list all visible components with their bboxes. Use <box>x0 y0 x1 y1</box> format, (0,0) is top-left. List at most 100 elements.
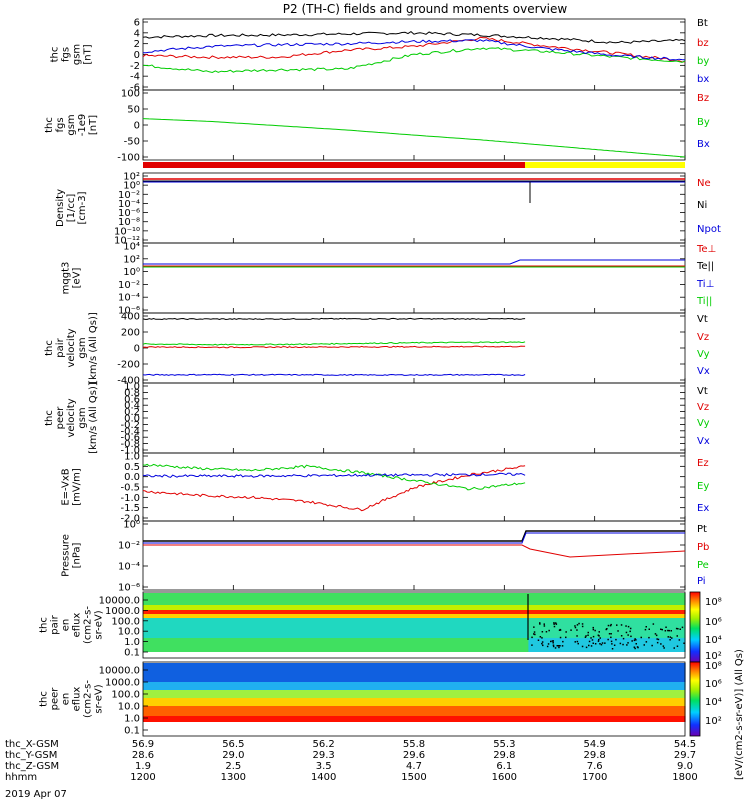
spectro-cell <box>564 663 572 682</box>
spectro-cell <box>648 614 656 618</box>
spectro-cell <box>606 614 614 618</box>
spectro-cell <box>317 610 325 614</box>
y-tick-label: -400 <box>117 376 140 387</box>
spectro-cell <box>528 706 535 716</box>
spectro-speckle <box>558 645 560 647</box>
spectro-speckle <box>668 629 670 632</box>
spectro-speckle <box>681 626 684 629</box>
spectro-cell <box>450 663 457 682</box>
spectro-cell <box>462 618 469 638</box>
legend-Te||: Te|| <box>696 261 714 272</box>
spectro-cell <box>317 698 325 706</box>
spectro-cell <box>462 663 469 682</box>
y-tick-label: 10.0 <box>118 702 140 713</box>
spectro-cell <box>215 706 222 716</box>
spectro-cell <box>498 638 505 652</box>
y-tick-label: 0.0 <box>124 414 140 425</box>
spectro-speckle <box>537 639 540 641</box>
spectro-cell <box>504 682 511 690</box>
spectro-speckle <box>605 628 607 631</box>
spectro-cell <box>173 638 180 652</box>
spectro-speckle <box>555 622 557 624</box>
spectro-cell <box>474 593 481 605</box>
spectro-cell <box>341 690 349 698</box>
spectro-speckle <box>533 626 535 628</box>
spectro-cell <box>534 593 541 605</box>
spectro-cell <box>582 698 590 706</box>
spectro-cell <box>275 682 283 690</box>
panel-frame <box>142 172 686 244</box>
spectro-cell <box>432 663 439 682</box>
spectro-cell <box>402 605 409 610</box>
spectro-speckle <box>585 646 588 649</box>
spectro-cell <box>636 698 644 706</box>
y-tick-label: 10⁰ <box>123 181 140 192</box>
spectro-cell <box>323 682 331 690</box>
spectro-cell <box>588 605 596 610</box>
spectro-cell <box>660 682 668 690</box>
trace-By <box>142 118 686 158</box>
spectro-speckle <box>629 630 631 633</box>
spectro-cell <box>624 716 632 722</box>
spectro-cell <box>558 593 566 605</box>
spectro-cell <box>432 638 439 652</box>
status-bar-red <box>143 162 525 168</box>
spectro-cell <box>546 663 554 682</box>
spectro-cell <box>335 698 343 706</box>
spectro-speckle <box>577 642 579 645</box>
spectro-cell <box>636 610 644 614</box>
panel-traces <box>142 30 686 74</box>
spectro-cell <box>630 690 638 698</box>
spectro-cell <box>666 605 674 610</box>
spectro-cell <box>612 605 620 610</box>
spectro-cell <box>462 638 469 652</box>
spectro-cell <box>498 610 505 614</box>
spectro-cell <box>359 690 367 698</box>
y-tick-label: 10⁻⁶ <box>118 208 140 219</box>
spectro-cell <box>227 593 234 605</box>
spectro-cell <box>654 663 662 682</box>
spectro-cell <box>311 605 319 610</box>
spectro-cell <box>221 593 228 605</box>
spectro-cell <box>450 605 457 610</box>
spectro-cell <box>287 682 295 690</box>
spectro-cell <box>167 698 174 706</box>
spectro-cell <box>504 706 511 716</box>
spectro-cell <box>516 706 523 716</box>
spectro-cell <box>414 614 421 618</box>
spectro-cell <box>432 618 439 638</box>
spectro-cell <box>516 610 523 614</box>
spectro-cell <box>365 618 373 638</box>
spectro-cell <box>371 638 379 652</box>
y-tick-label: 10⁰ <box>123 520 140 531</box>
spectro-cell <box>636 605 644 610</box>
spectro-cell <box>600 610 608 614</box>
legend-By: By <box>697 117 710 128</box>
spectro-cell <box>173 618 180 638</box>
spectro-cell <box>197 614 204 618</box>
y-tick-label: 1000.0 <box>105 678 140 689</box>
spectro-cell <box>456 605 463 610</box>
spectro-cell <box>251 593 258 605</box>
spectro-cell <box>251 716 258 722</box>
spectro-cell <box>245 716 252 722</box>
x-row-value: 6.1 <box>496 761 512 772</box>
spectro-cell <box>498 663 505 682</box>
spectro-cell <box>335 663 343 682</box>
spectro-cell <box>173 605 180 610</box>
spectro-speckle <box>592 635 595 638</box>
spectro-cell <box>408 638 415 652</box>
spectro-speckle <box>627 634 629 636</box>
spectro-cell <box>221 618 228 638</box>
spectro-cell <box>480 610 487 614</box>
spectro-cell <box>438 638 445 652</box>
y-tick-label: 1.0 <box>124 714 140 725</box>
spectro-cell <box>227 605 234 610</box>
spectro-cell <box>275 605 283 610</box>
y-tick-label: -0.2 <box>120 420 140 431</box>
spectro-cell <box>558 682 566 690</box>
colorbar-tick-label: 10⁴ <box>705 635 722 646</box>
spectro-cell <box>402 593 409 605</box>
trace-Bt <box>142 30 686 44</box>
spectro-cell <box>353 682 361 690</box>
